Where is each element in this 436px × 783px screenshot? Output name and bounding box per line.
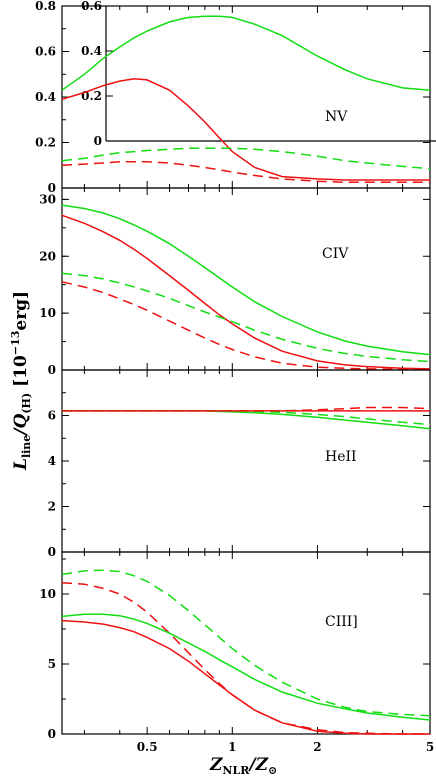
panel-2: 0 2 4 6 HeII [48,369,431,559]
y-tick-label: 0 [48,727,56,741]
panel-label: CIII] [325,614,358,630]
y-tick-label: 6 [48,409,56,423]
y-axis-title-unit-open: [10 [11,355,31,387]
y-tick-label: 0 [48,545,56,559]
inset-y-tick-label: 0.6 [81,0,102,13]
y-tick-label: 2 [48,500,56,514]
panel-label: HeII [325,449,357,465]
series-line-solar-solid [61,619,430,735]
series-line-solar-dashed [61,582,430,735]
series-line-alt-dashed [61,569,431,717]
series-line-solar-dashed [62,406,431,412]
x-tick-label: 0.5 [137,740,158,754]
panel-1: 0 10 20 30 CIV [39,187,431,377]
y-tick-label: 0.4 [35,90,56,104]
y-tick-label: 30 [39,192,56,206]
y-tick-label: 20 [39,249,56,263]
series-line-alt-solid [61,613,431,721]
y-axis-title-main: L [11,458,31,471]
y-tick-label: 10 [39,587,56,601]
x-axis-title: ZNLR/Z⊙ [209,755,277,777]
x-axis-title-main2: Z [255,755,269,775]
y-tick-label: 5 [48,657,56,671]
series-line-solar-solid [61,214,431,370]
y-tick-label: 0 [48,181,56,195]
y-tick-label: 4 [48,454,56,468]
series-line-solar-dashed [61,161,430,184]
panel-label: CIV [322,246,349,262]
y-axis-title: Lline/Q(H) [10−13erg] [9,291,33,471]
y-axis-title-sep: / [11,427,31,437]
panel-label: NV [325,109,348,125]
y-axis-title-sub: line [20,435,33,458]
series-line-alt-dashed [61,272,431,363]
y-axis-title-main2: Q [11,413,31,428]
panel-0: 0 0.2 0.4 0.6 0.8 0 0.2 0.4 0.6 NV [35,0,436,195]
x-tick-label: 5 [426,740,434,754]
x-axis-title-main: Z [209,755,223,775]
series-line-solar-dashed [61,281,430,371]
inset-y-tick-label: 0.4 [81,44,102,58]
svg-text:ZNLR/Z⊙: ZNLR/Z⊙ [209,755,277,777]
y-tick-label: 0.6 [35,45,56,59]
y-axis-title-unit-close: erg] [11,291,31,331]
y-axis-title-unit-exp: −13 [9,331,22,356]
panel-frame [61,551,431,735]
panel-frame [61,369,431,553]
series-line-solar-solid [61,78,430,181]
y-tick-label: 0 [48,363,56,377]
series-line-alt-dashed [61,147,431,170]
x-axis-title-sub: NLR [222,764,250,777]
x-tick-label: 1 [228,740,236,754]
y-axis-title-sub2: (H) [20,393,33,414]
x-axis-title-sep: / [247,755,257,775]
chart-panels: 00.20.40.60.800.20.40.6NV0102030CIV0246H… [35,0,436,754]
panel-frame [61,187,431,371]
y-tick-label: 0.8 [35,0,56,13]
svg-text:Lline/Q(H)[10−13erg]: Lline/Q(H) [10−13erg] [9,291,33,471]
inset-y-tick-label: 0.2 [81,89,102,103]
y-tick-label: 0.2 [35,136,56,150]
inset-y-tick-label: 0 [94,134,102,148]
y-tick-label: 10 [39,306,56,320]
panel-3: 0 5 10 0.5 1 2 5 CIII] [39,551,434,754]
x-axis-title-sub2: ⊙ [268,764,277,777]
series-line-alt-solid [61,204,431,356]
x-tick-label: 2 [313,740,321,754]
series-line-alt-solid [61,15,431,91]
